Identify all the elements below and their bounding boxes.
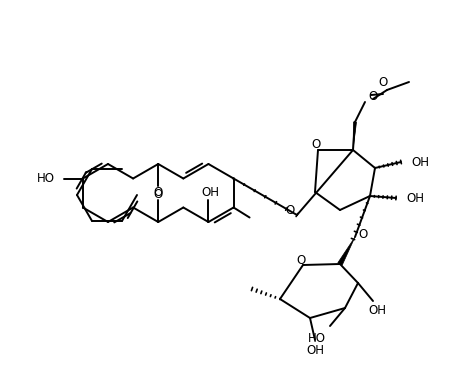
Text: O: O [312,139,321,151]
Text: OH: OH [406,192,424,204]
Text: O: O [153,187,163,200]
Text: O: O [296,253,305,267]
Text: OH: OH [411,156,429,168]
Text: O: O [358,228,368,241]
Text: O: O [153,185,163,199]
Polygon shape [353,122,357,150]
Text: OH: OH [306,344,324,356]
Text: HO: HO [37,172,55,185]
Text: O: O [379,75,388,89]
Text: O: O [369,91,378,103]
Text: HO: HO [308,332,326,344]
Text: OH: OH [368,305,386,317]
Polygon shape [338,237,355,265]
Text: O: O [285,204,294,216]
Text: OH: OH [201,185,219,199]
